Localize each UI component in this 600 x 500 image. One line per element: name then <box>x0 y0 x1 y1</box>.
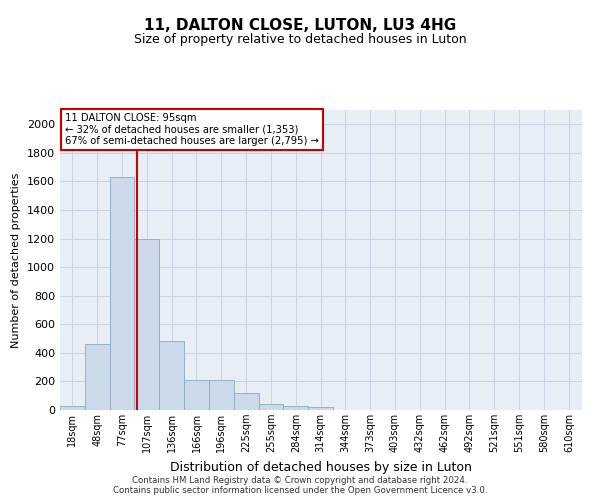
Bar <box>184 380 209 410</box>
Bar <box>85 344 110 410</box>
Bar <box>134 238 159 410</box>
X-axis label: Distribution of detached houses by size in Luton: Distribution of detached houses by size … <box>170 460 472 473</box>
Text: Size of property relative to detached houses in Luton: Size of property relative to detached ho… <box>134 32 466 46</box>
Text: Contains public sector information licensed under the Open Government Licence v3: Contains public sector information licen… <box>113 486 487 495</box>
Text: 11, DALTON CLOSE, LUTON, LU3 4HG: 11, DALTON CLOSE, LUTON, LU3 4HG <box>144 18 456 32</box>
Bar <box>110 177 134 410</box>
Bar <box>259 404 283 410</box>
Text: 11 DALTON CLOSE: 95sqm
← 32% of detached houses are smaller (1,353)
67% of semi-: 11 DALTON CLOSE: 95sqm ← 32% of detached… <box>65 113 319 146</box>
Y-axis label: Number of detached properties: Number of detached properties <box>11 172 22 348</box>
Bar <box>159 342 184 410</box>
Bar <box>234 393 259 410</box>
Bar <box>308 407 333 410</box>
Text: Contains HM Land Registry data © Crown copyright and database right 2024.: Contains HM Land Registry data © Crown c… <box>132 476 468 485</box>
Bar <box>209 380 234 410</box>
Bar <box>60 406 85 410</box>
Bar <box>283 406 308 410</box>
